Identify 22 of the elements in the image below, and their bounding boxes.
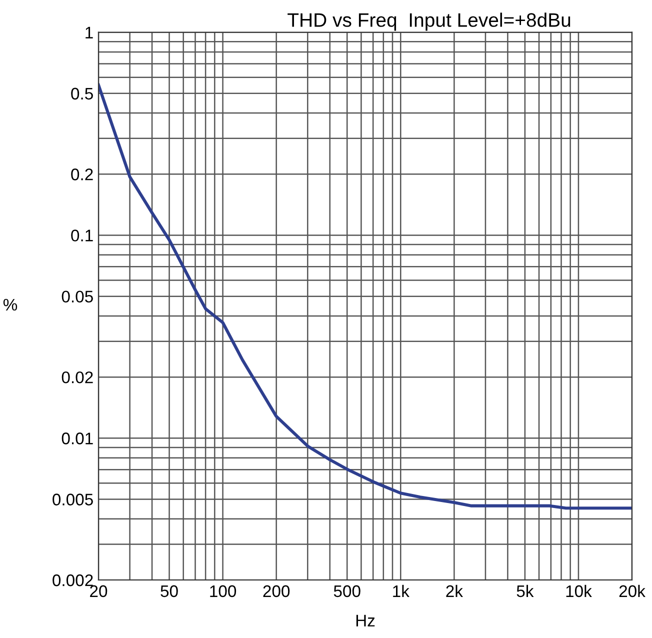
x-tick-label: 500 [334,585,360,598]
x-tick-label: 1k [393,584,410,597]
x-tick-label: 100 [210,585,236,598]
y-tick-label: 1 [86,26,93,38]
y-tick-label: 0.1 [71,230,93,242]
y-tick-label: 0.05 [62,290,93,303]
y-tick-label: 0.2 [71,168,93,180]
x-tick-label: 10k [566,584,592,598]
y-tick-label: 0.01 [62,432,93,444]
x-tick-label: 2k [446,584,463,597]
x-tick-label: 20k [619,584,646,598]
chart-title: THD vs Freq Input Level=+8dBu [288,12,570,31]
y-axis-title: % [3,298,18,311]
x-tick-label: 5k [516,584,534,598]
x-tick-label: 20 [90,585,108,598]
x-axis-title: Hz [356,614,375,626]
y-tick-label: 0.005 [52,494,93,506]
y-tick-label: 0.02 [62,371,93,384]
y-tick-label: 0.002 [52,574,93,586]
x-tick-label: 200 [263,585,290,598]
y-tick-label: 0.5 [71,88,93,100]
x-tick-label: 50 [160,585,178,598]
